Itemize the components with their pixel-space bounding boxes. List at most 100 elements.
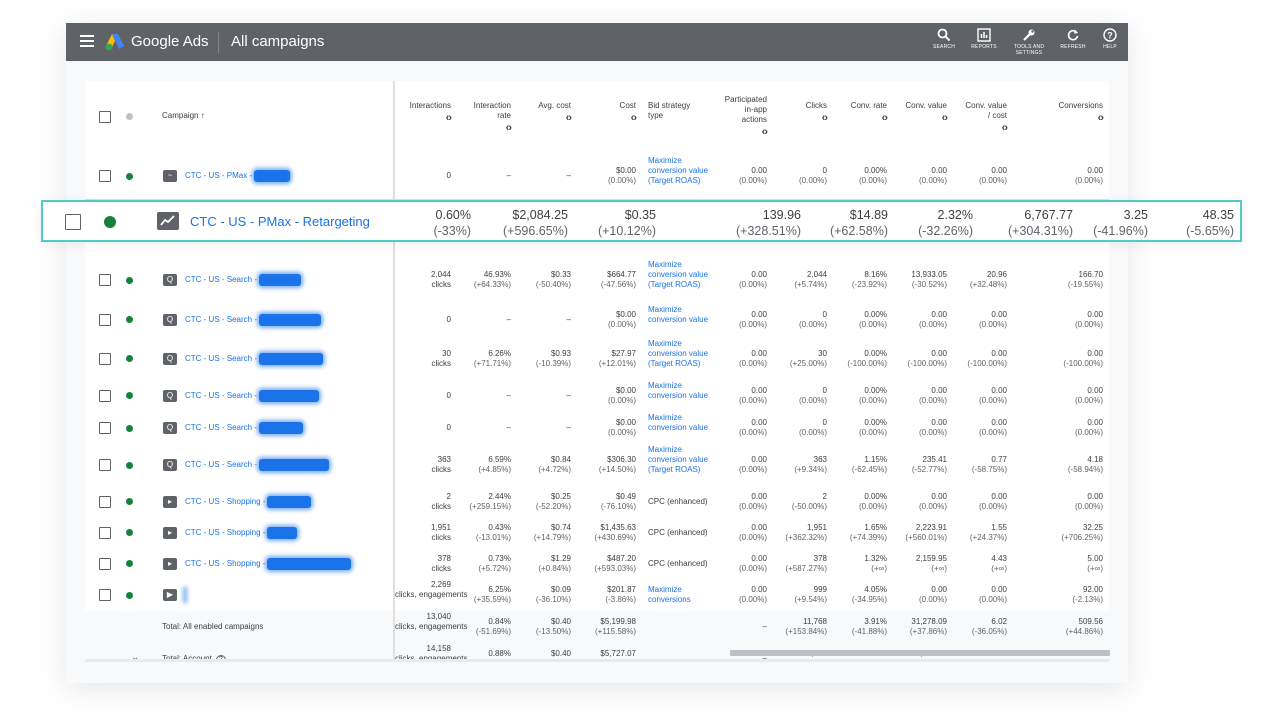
- col-clicks-label: Clicks: [805, 101, 827, 110]
- table-row: Q CTC - US - Search -0– – $0.00 (0.00%) 0.00(…: [85, 379, 1109, 413]
- help-button[interactable]: ? HELP: [1090, 28, 1130, 50]
- cell-avg-cost: $0.33 (-50.40%): [517, 270, 571, 290]
- status-enabled-icon[interactable]: [104, 216, 116, 228]
- col-campaign[interactable]: Campaign ↑: [162, 111, 205, 120]
- cell-bid-strategy[interactable]: Maximize conversion value (Target ROAS): [648, 260, 709, 289]
- campaign-name-text: CTC - US - Search -: [185, 314, 258, 324]
- cell-avg-cost-change: (-52.20%): [535, 501, 571, 511]
- table-row: ▶ 2,269 clicks, engagements 6.25% (+35.59%) $…: [85, 579, 1109, 612]
- campaign-name-link[interactable]: CTC - US - PMax - Retargeting: [190, 214, 370, 229]
- cell-bid-strategy[interactable]: Maximize conversion value: [648, 304, 709, 324]
- table-row: ▸ CTC - US - Shopping -378 clicks 0.73% (+5.…: [85, 548, 1109, 580]
- cell-cost: $0.00 (0.00%): [577, 310, 636, 330]
- row-checkbox[interactable]: [99, 526, 111, 539]
- row-checkbox[interactable]: [99, 352, 111, 365]
- cell-conversions-value: 509.56: [1078, 616, 1103, 626]
- col-cost[interactable]: Cost ‹›: [577, 101, 637, 124]
- cell-bid-strategy[interactable]: Maximize conversion value (Target ROAS): [648, 339, 709, 368]
- cell-conv-value-change: (0.00%): [918, 395, 947, 405]
- campaign-name-link[interactable]: CTC - US - Search -: [185, 352, 324, 365]
- hl-avg-cost-change: (+10.12%): [597, 224, 656, 238]
- campaign-name-link[interactable]: CTC - US - PMax -: [185, 170, 291, 182]
- cell-conv-rate-value: 0.00%: [864, 309, 887, 319]
- status-enabled-icon[interactable]: [126, 355, 133, 362]
- campaign-name-link[interactable]: CTC - US - Shopping -: [185, 526, 298, 539]
- cell-bid-strategy[interactable]: Maximize conversion value (Target ROAS): [648, 156, 709, 185]
- row-checkbox[interactable]: [99, 389, 111, 402]
- col-avg-cost[interactable]: Avg. cost ‹›: [517, 101, 572, 124]
- col-interaction-rate[interactable]: Interaction rate ‹›: [457, 101, 512, 134]
- campaign-name-link[interactable]: CTC - US - Search -: [185, 389, 320, 402]
- horizontal-scrollbar[interactable]: [730, 650, 1110, 656]
- status-enabled-icon[interactable]: [126, 276, 133, 284]
- row-checkbox[interactable]: [99, 589, 111, 601]
- help-icon[interactable]: ?: [215, 655, 226, 659]
- cell-conv-value-cost-change: (+32.48%): [969, 280, 1007, 289]
- row-checkbox[interactable]: [99, 170, 111, 182]
- campaign-name-link[interactable]: CTC - US - Shopping -: [185, 557, 352, 570]
- row-checkbox[interactable]: [99, 422, 111, 434]
- hl-interaction-rate-change: (-​33%): [433, 224, 471, 238]
- row-checkbox[interactable]: [99, 459, 111, 471]
- cell-conv-value-cost-value: 0.77: [991, 455, 1007, 464]
- col-clicks[interactable]: Clicks ‹›: [773, 101, 828, 124]
- cell-conv-value-change: (0.00%): [918, 319, 947, 329]
- cell-conversions: 0.00 (0.00%): [1025, 492, 1103, 512]
- search-button[interactable]: SEARCH: [924, 28, 964, 50]
- col-conversions[interactable]: Conversions ‹›: [1035, 101, 1104, 124]
- redacted-name: [259, 422, 304, 434]
- status-enabled-icon[interactable]: [126, 560, 133, 567]
- status-enabled-icon[interactable]: [126, 392, 133, 399]
- reports-button[interactable]: REPORTS: [964, 28, 1004, 50]
- cell-bid-strategy[interactable]: Maximize conversion value (Target ROAS): [648, 445, 709, 474]
- status-enabled-icon[interactable]: [126, 498, 133, 505]
- cell-conversions: 0.00 (0.00%): [1025, 386, 1103, 406]
- status-enabled-icon[interactable]: [126, 424, 133, 432]
- cell-clicks-value: 0: [822, 166, 827, 175]
- row-checkbox[interactable]: [65, 214, 81, 230]
- campaign-name-link[interactable]: CTC - US - Search -: [185, 274, 302, 286]
- cell-bid-strategy[interactable]: Maximize conversion value: [648, 380, 709, 400]
- total-label-text: Total: Account: [162, 654, 212, 659]
- status-enabled-icon[interactable]: [126, 591, 133, 599]
- cell-cost-change: (+430.69%): [594, 532, 636, 542]
- tools-settings-button[interactable]: TOOLS AND SETTINGS: [1009, 28, 1049, 56]
- sort-icon: ‹›: [565, 112, 572, 124]
- cell-avg-cost-value: $0.40: [550, 616, 571, 626]
- col-conv-value-cost[interactable]: Conv. value / cost ‹›: [953, 101, 1008, 134]
- cell-participated: 0.00 (0.00%): [713, 418, 767, 438]
- status-enabled-icon[interactable]: [126, 172, 133, 180]
- row-checkbox[interactable]: [99, 313, 111, 326]
- highlighted-campaign-row[interactable]: CTC - US - PMax - Retargeting 0.60% (-​33…: [41, 200, 1242, 242]
- cell-clicks-change: (+9.54%): [794, 595, 827, 604]
- menu-icon[interactable]: [80, 35, 94, 47]
- status-enabled-icon[interactable]: [126, 461, 133, 469]
- status-enabled-icon[interactable]: [126, 529, 133, 536]
- cell-participated: 0.00 (0.00%): [713, 523, 767, 543]
- row-checkbox[interactable]: [99, 557, 111, 570]
- hl-conversions-metric-value: 139.96: [762, 208, 801, 222]
- col-conv-rate[interactable]: Conv. rate ‹›: [833, 101, 888, 124]
- col-interactions[interactable]: Interactions ‹›: [395, 101, 452, 124]
- campaign-name-link[interactable]: CTC - US - Shopping -: [185, 495, 312, 508]
- expand-chevron-icon[interactable]: ⌄: [131, 652, 140, 659]
- select-all-checkbox[interactable]: [99, 111, 111, 123]
- col-participated[interactable]: Participated in-app actions ‹›: [713, 95, 768, 138]
- cell-interaction-rate-value: 0.84%: [488, 616, 511, 626]
- cell-bid-strategy[interactable]: Maximize conversions: [648, 585, 691, 604]
- col-bid-strategy[interactable]: Bid strategy type: [648, 101, 710, 121]
- row-checkbox[interactable]: [99, 495, 111, 508]
- campaign-name-link[interactable]: CTC - US - Search -: [185, 422, 304, 434]
- status-enabled-icon[interactable]: [126, 316, 133, 323]
- refresh-button[interactable]: REFRESH: [1053, 28, 1093, 50]
- row-checkbox[interactable]: [99, 274, 111, 286]
- cell-conv-value-value: 0.00: [931, 166, 947, 175]
- col-conv-value[interactable]: Conv. value ‹›: [893, 101, 948, 124]
- top-bar: Google Ads All campaigns SEARCH REPORTS …: [66, 23, 1128, 61]
- cell-cost: $201.87 (-3.86%): [577, 585, 636, 605]
- campaign-name-link[interactable]: CTC - US - Search -: [185, 459, 330, 471]
- app-window: Google Ads All campaigns SEARCH REPORTS …: [66, 23, 1128, 683]
- cell-bid-strategy[interactable]: Maximize conversion value: [648, 413, 709, 432]
- campaign-name-link[interactable]: CTC - US - Search -: [185, 313, 322, 326]
- cell-conversions-change: (0.00%): [1074, 428, 1103, 437]
